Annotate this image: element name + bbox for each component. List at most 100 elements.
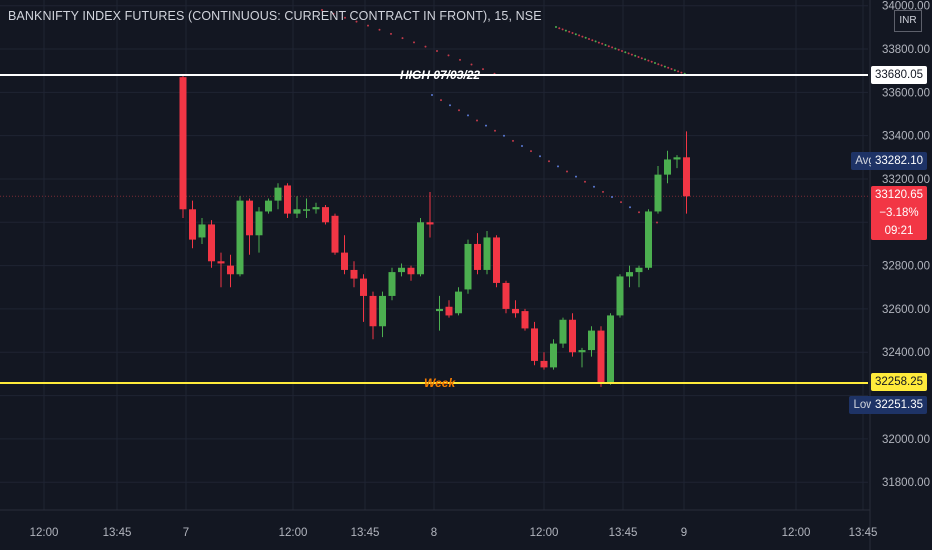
candle-body[interactable]	[521, 311, 529, 329]
candle-body[interactable]	[531, 328, 538, 361]
candle-body[interactable]	[341, 252, 348, 270]
candle-body[interactable]	[559, 319, 567, 344]
candle-body[interactable]	[588, 330, 595, 351]
time-tick-label: 13:45	[849, 527, 878, 539]
candle-body[interactable]	[483, 237, 491, 270]
candle-body[interactable]	[654, 174, 662, 212]
time-tick-label: 12:00	[279, 527, 308, 539]
time-tick-label: 12:00	[530, 527, 559, 539]
vwap-dot	[494, 129, 496, 132]
candle-body[interactable]	[597, 330, 605, 383]
candle-body[interactable]	[198, 224, 206, 238]
currency-button[interactable]: INR	[894, 10, 922, 32]
time-axis[interactable]: 12:00 13:45 7 12:00 13:45 8 12:00 13:45 9 12:00 13…	[30, 527, 878, 539]
candle-body[interactable]	[331, 215, 339, 253]
vwap-dot	[607, 45, 610, 48]
candle-body[interactable]	[426, 222, 434, 225]
candle-body[interactable]	[236, 200, 244, 275]
time-tick-label: 12:00	[782, 527, 811, 539]
vwap-dot	[413, 41, 415, 44]
vwap-dot	[650, 60, 653, 63]
vwap-dot	[564, 29, 567, 32]
candle-body[interactable]	[369, 295, 377, 327]
vwap-dot	[637, 56, 640, 58]
candle-body[interactable]	[265, 200, 272, 212]
candle-body[interactable]	[493, 237, 500, 283]
candle-body[interactable]	[398, 267, 405, 273]
candle-body[interactable]	[379, 295, 386, 327]
grid	[0, 0, 871, 550]
vwap-dot	[591, 39, 594, 42]
vwap-dot	[620, 201, 622, 204]
vwap-dot	[485, 124, 487, 127]
vwap-dot	[321, 9, 323, 11]
candle-body[interactable]	[208, 224, 215, 262]
candle-body[interactable]	[312, 207, 320, 210]
candle-body[interactable]	[189, 209, 196, 240]
vwap-dot	[436, 50, 438, 52]
candle-body[interactable]	[360, 278, 367, 296]
candle-body[interactable]	[274, 187, 282, 201]
candle-body[interactable]	[217, 261, 225, 264]
candle-body[interactable]	[626, 272, 633, 277]
last-change: −3.18%	[879, 207, 919, 219]
candle-body[interactable]	[436, 308, 443, 312]
vwap-dot	[467, 114, 469, 117]
vwap-dot	[677, 70, 680, 73]
time-tick-label: 12:00	[30, 527, 59, 539]
vwap-dot	[667, 66, 670, 69]
candle-body[interactable]	[569, 319, 576, 353]
candle-body[interactable]	[540, 360, 548, 368]
vwap-dot	[614, 47, 617, 50]
candle-body[interactable]	[227, 265, 234, 275]
time-tick-label: 13:45	[103, 527, 132, 539]
candle-body[interactable]	[550, 343, 557, 368]
vwap-dot	[627, 52, 630, 55]
candle-body[interactable]	[664, 159, 671, 175]
price-tick-label: 33800.00	[882, 44, 930, 56]
vwap-dot	[629, 206, 631, 209]
candle-body[interactable]	[293, 209, 301, 214]
vwap-dot	[424, 45, 427, 48]
candle-body[interactable]	[417, 222, 424, 275]
candle-body[interactable]	[179, 77, 187, 210]
price-axis[interactable]: 34000.00 33800.00 33600.00 33400.00 33200.00…	[882, 1, 930, 490]
candle-body[interactable]	[645, 211, 652, 268]
vwap-dot	[558, 27, 561, 30]
vwap-dot	[680, 71, 683, 74]
vwap-dot	[578, 34, 581, 37]
candle-body[interactable]	[512, 308, 519, 314]
candle-body[interactable]	[578, 350, 586, 353]
candle-body[interactable]	[455, 291, 462, 314]
candle-body[interactable]	[350, 269, 358, 279]
candle-body[interactable]	[284, 185, 291, 214]
candle-body[interactable]	[635, 267, 643, 273]
candle-body[interactable]	[407, 267, 415, 275]
vwap-dot	[647, 59, 650, 62]
candle-body[interactable]	[445, 306, 453, 316]
candles[interactable]	[179, 75, 691, 387]
candle-body[interactable]	[673, 157, 681, 160]
candle-body[interactable]	[388, 272, 396, 296]
vwap-dot	[574, 33, 577, 36]
vwap-dot	[611, 196, 613, 198]
candle-body[interactable]	[683, 157, 690, 197]
candle-body[interactable]	[303, 209, 310, 211]
avg-price-tag: 33282.10	[871, 152, 927, 170]
vwap-dot	[673, 69, 676, 72]
candle-body[interactable]	[246, 200, 253, 236]
low-price-tag: 32251.35	[871, 396, 927, 414]
vwap-dot	[332, 12, 335, 15]
candle-body[interactable]	[255, 211, 263, 236]
vwap-dot	[530, 150, 532, 153]
candle-body[interactable]	[322, 207, 329, 223]
candle-body[interactable]	[616, 276, 624, 316]
candle-body[interactable]	[502, 282, 510, 309]
candle-body[interactable]	[464, 243, 472, 290]
candle-body[interactable]	[607, 315, 614, 383]
candle-body[interactable]	[474, 243, 481, 270]
vwap-dot	[601, 42, 604, 45]
vwap-dot	[555, 26, 557, 28]
